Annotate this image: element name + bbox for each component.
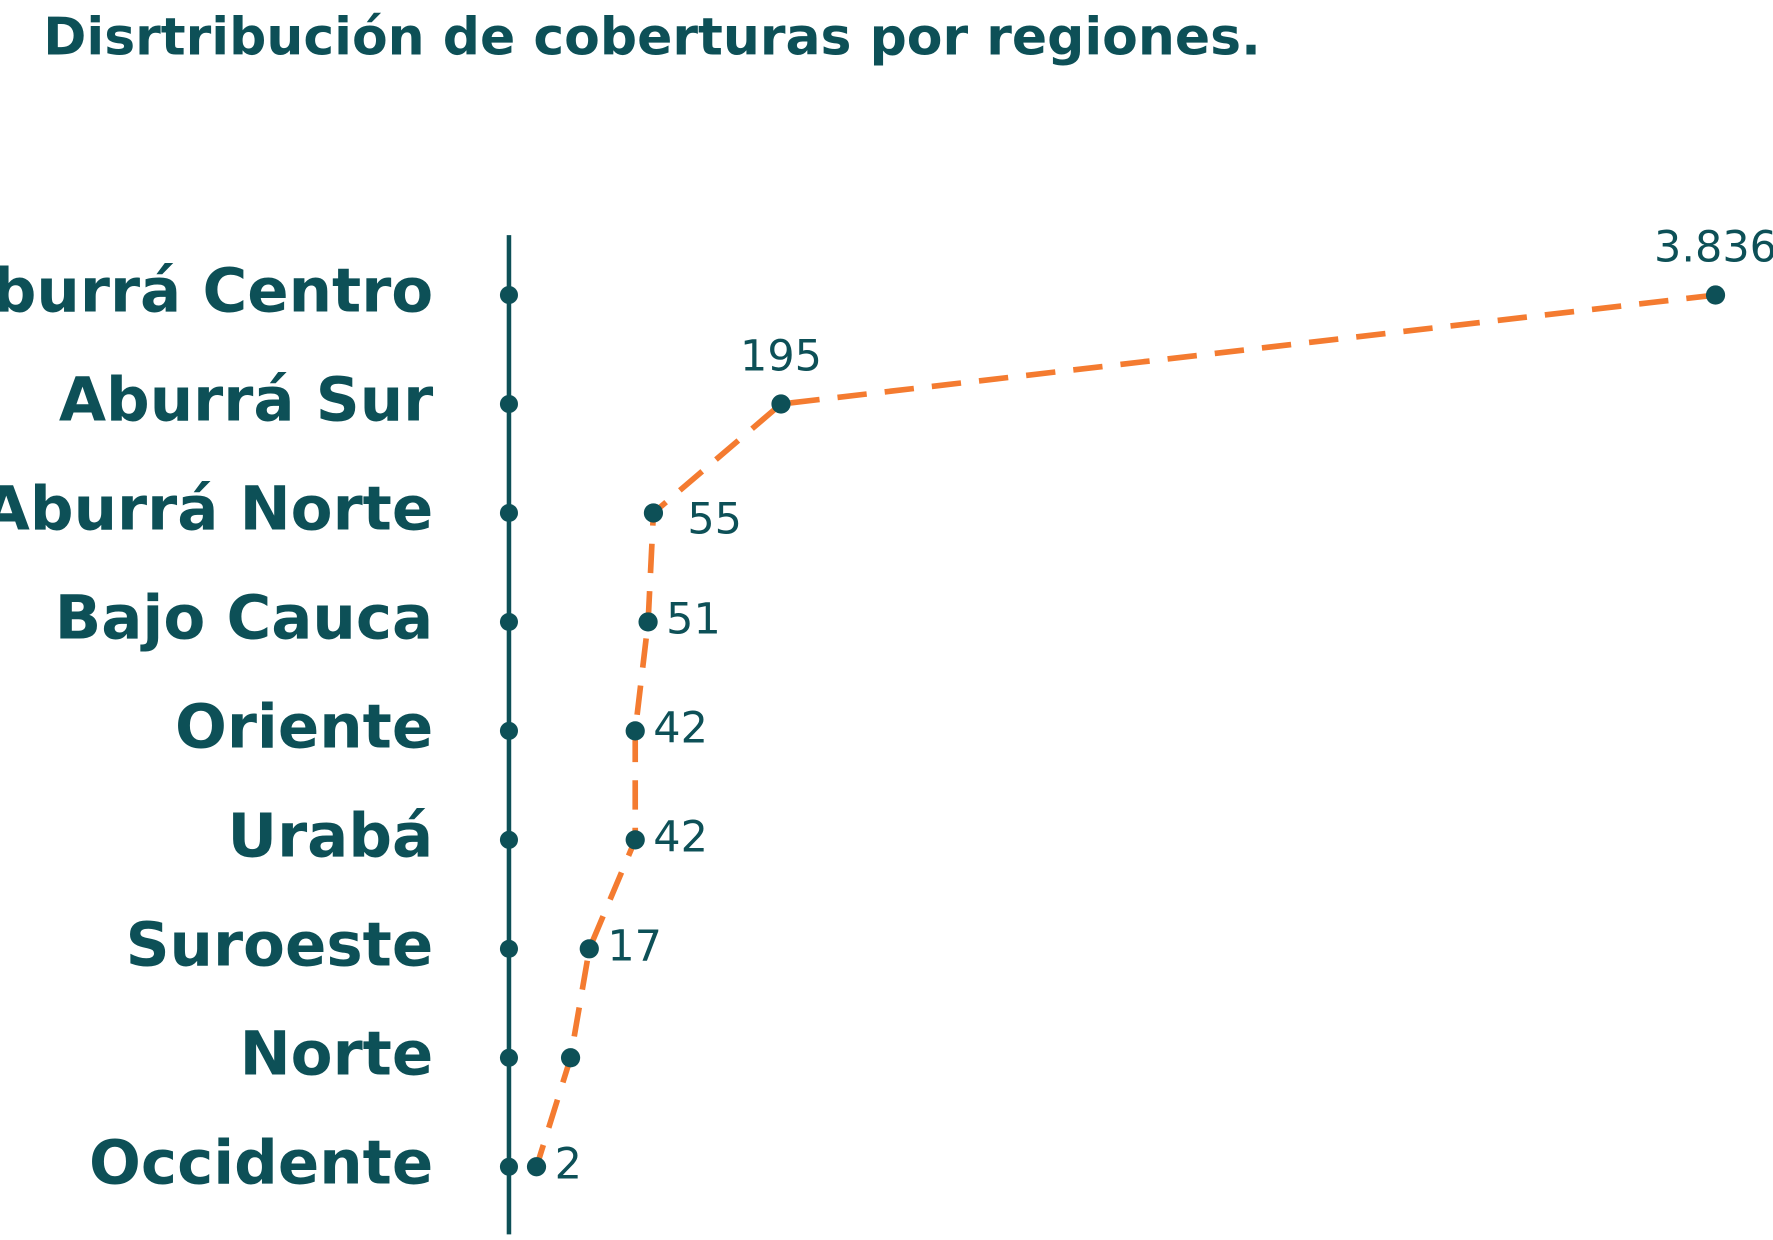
category-label: Oriente — [175, 691, 433, 762]
data-point — [1705, 285, 1726, 305]
data-point — [638, 612, 658, 632]
value-label: 55 — [687, 494, 742, 544]
axis-dot — [499, 830, 519, 849]
value-label: 195 — [740, 331, 822, 381]
value-label: 17 — [607, 921, 662, 971]
axis-dot — [499, 721, 519, 740]
axis-dot — [499, 503, 519, 522]
category-label: Bajo Cauca — [55, 583, 434, 654]
category-label: Urabá — [228, 800, 434, 871]
data-point — [579, 939, 599, 959]
category-label: Aburrá Sur — [59, 365, 433, 436]
axis-dot — [499, 939, 519, 958]
data-point — [560, 1048, 581, 1068]
axis-dot — [499, 612, 519, 631]
category-label: Norte — [240, 1018, 434, 1089]
category-label: Suroeste — [126, 909, 434, 980]
category-label: Aburrá Centro — [0, 256, 433, 327]
value-label: 2 — [555, 1139, 582, 1189]
data-point — [625, 721, 645, 741]
axis-dot — [499, 285, 519, 305]
data-point — [526, 1157, 547, 1177]
value-label: 42 — [653, 703, 708, 753]
category-label: Aburrá Norte — [0, 474, 433, 545]
value-label: 51 — [666, 594, 721, 644]
value-label: 42 — [653, 812, 708, 862]
axis-dot — [499, 1157, 519, 1176]
data-point — [771, 394, 791, 414]
chart-title: Disrtribución de coberturas por regiones… — [43, 7, 1261, 67]
axis-dot — [499, 1048, 519, 1067]
data-point — [643, 503, 664, 523]
data-line — [533, 292, 1716, 1168]
data-point — [625, 830, 645, 850]
value-label: 3.836 — [1654, 222, 1773, 272]
category-label: Occidente — [89, 1127, 433, 1198]
axis-dot — [499, 394, 519, 414]
